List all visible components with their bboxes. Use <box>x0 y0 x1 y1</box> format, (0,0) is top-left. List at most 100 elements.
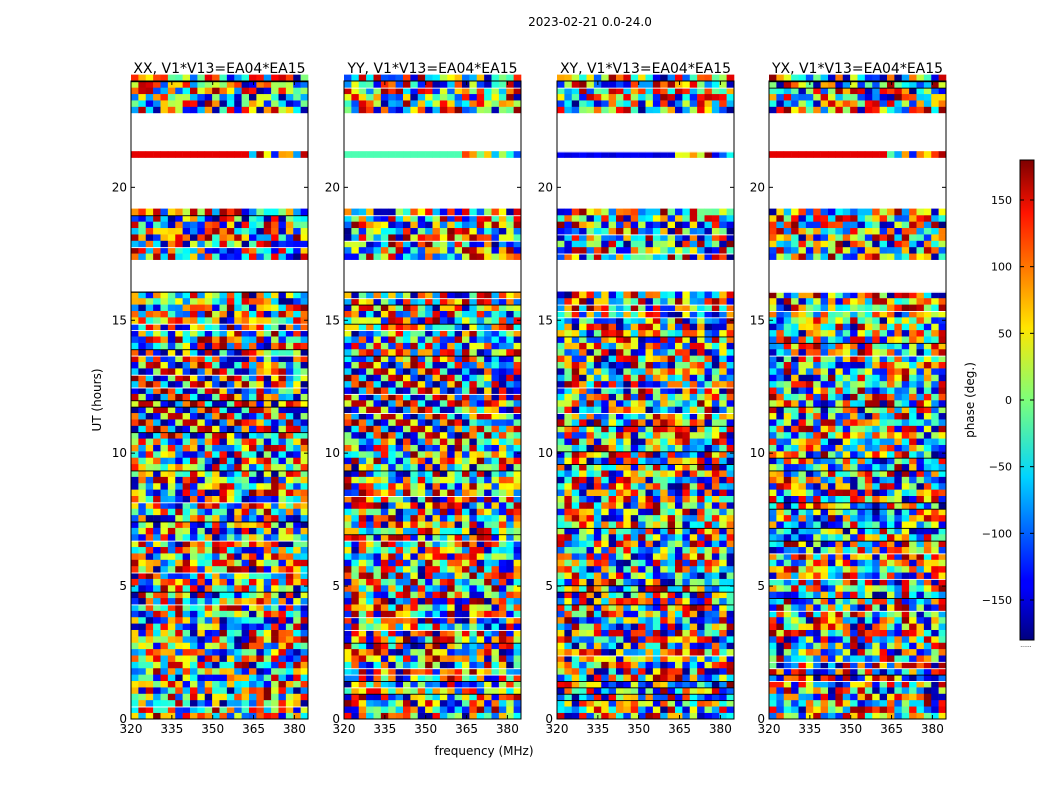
heatmap-cell <box>410 636 419 643</box>
heatmap-cell <box>271 712 279 720</box>
heatmap-cell <box>271 533 279 541</box>
heatmap-cell <box>579 616 587 624</box>
heatmap-cell <box>278 253 287 260</box>
heatmap-cell <box>131 74 139 82</box>
heatmap-cell <box>395 336 404 343</box>
heatmap-cell <box>167 572 176 579</box>
heatmap-cell <box>241 699 250 707</box>
heatmap-cell <box>623 642 632 650</box>
heatmap-cell <box>145 348 154 356</box>
heatmap-cell <box>249 444 257 452</box>
heatmap-cell <box>476 591 485 599</box>
heatmap-cell <box>182 693 191 701</box>
heatmap-cell <box>484 425 492 433</box>
heatmap-cell <box>160 604 169 611</box>
heatmap-cell <box>190 578 198 586</box>
heatmap-cell <box>447 712 455 720</box>
heatmap-cell <box>425 482 433 490</box>
heatmap-cell <box>300 387 309 394</box>
heatmap-cell <box>249 304 257 311</box>
heatmap-cell <box>182 106 191 114</box>
heatmap-cell <box>271 412 279 420</box>
heatmap-cell <box>564 636 573 643</box>
heatmap-cell <box>182 667 191 675</box>
heatmap-cell <box>241 559 250 567</box>
heatmap-cell <box>358 240 367 248</box>
heatmap-cell <box>241 629 250 637</box>
heatmap-cell <box>300 712 309 720</box>
heatmap-cell <box>358 585 367 592</box>
heatmap-cell <box>439 470 448 477</box>
heatmap-cell <box>410 706 419 713</box>
heatmap-cell <box>219 100 228 107</box>
heatmap-cell <box>432 502 441 509</box>
heatmap-cell <box>469 81 478 88</box>
heatmap-cell <box>153 227 161 235</box>
heatmap-cell <box>454 699 463 707</box>
heatmap-cell <box>484 87 492 95</box>
heatmap-cell <box>300 214 309 222</box>
heatmap-cell <box>564 533 573 541</box>
heatmap-cell <box>190 533 198 541</box>
heatmap-cell <box>491 348 500 356</box>
heatmap-cell <box>358 616 367 624</box>
heatmap-cell <box>469 565 478 573</box>
heatmap-cell <box>454 578 463 586</box>
heatmap-cell <box>425 591 433 599</box>
heatmap-cell <box>351 387 360 394</box>
heatmap-cell <box>263 699 272 707</box>
heatmap-cell <box>344 291 352 299</box>
heatmap-cell <box>484 323 492 331</box>
heatmap-cell <box>469 616 478 624</box>
heatmap-cell <box>410 438 419 445</box>
heatmap-cell <box>410 106 419 114</box>
heatmap-cell <box>395 87 404 95</box>
heatmap-cell <box>675 712 683 720</box>
heatmap-cell <box>197 457 206 465</box>
heatmap-cell <box>484 348 492 356</box>
heatmap-cell <box>469 597 478 605</box>
heatmap-cell <box>564 508 573 516</box>
heatmap-cell <box>131 642 139 650</box>
heatmap-cell <box>425 406 433 414</box>
heatmap-cell <box>380 661 389 669</box>
heatmap-cell <box>623 699 632 707</box>
heatmap-cell <box>234 553 242 560</box>
heatmap-cell <box>167 329 176 337</box>
heatmap-cell <box>711 674 720 682</box>
heatmap-cell <box>175 304 183 311</box>
heatmap-cell <box>638 610 646 618</box>
heatmap-cell <box>454 597 463 605</box>
heatmap-cell <box>271 514 279 522</box>
heatmap-cell <box>351 81 360 88</box>
heatmap-cell <box>564 687 573 694</box>
heatmap-cell <box>175 323 183 331</box>
heatmap-cell <box>249 214 257 222</box>
heatmap-cell <box>167 310 176 318</box>
heatmap-cell <box>484 636 492 643</box>
heatmap-cell <box>190 680 198 688</box>
heatmap-cell <box>513 476 522 484</box>
heatmap-cell <box>719 604 727 611</box>
heatmap-cell <box>241 297 250 305</box>
heatmap-cell <box>197 604 206 611</box>
heatmap-cell <box>462 444 470 452</box>
heatmap-cell <box>425 380 433 388</box>
heatmap-cell <box>197 527 206 535</box>
heatmap-cell <box>586 585 595 592</box>
heatmap-cell <box>285 693 294 701</box>
heatmap-cell <box>278 106 287 114</box>
heatmap-cell <box>601 623 609 630</box>
heatmap-cell <box>660 648 668 656</box>
heatmap-cell <box>417 674 426 682</box>
heatmap-cell <box>256 546 265 554</box>
heatmap-cell <box>167 610 176 618</box>
heatmap-cell <box>484 623 492 630</box>
heatmap-cell <box>278 374 287 382</box>
heatmap-cell <box>197 489 206 496</box>
heatmap-cell <box>484 495 492 503</box>
heatmap-cell <box>285 323 294 331</box>
heatmap-cell <box>293 559 301 567</box>
heatmap-cell <box>256 585 265 592</box>
